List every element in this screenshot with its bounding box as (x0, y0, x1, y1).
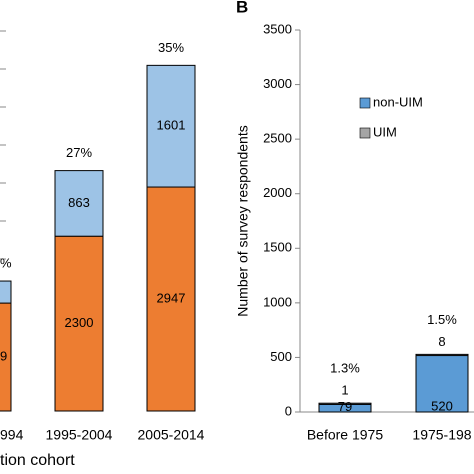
value-label: 2300 (65, 315, 94, 330)
x-tick-label: 994 (0, 427, 24, 443)
y-axis-title: Number of survey respondents (235, 125, 251, 316)
total-label: 35% (158, 40, 184, 55)
x-tick-label: 1975-198 (412, 427, 471, 443)
bar-segment (146, 64, 196, 188)
value-label: 79 (338, 399, 352, 414)
bar-segment (415, 354, 469, 413)
y-tick-label: 0 (285, 403, 292, 418)
value-label: 8 (438, 334, 445, 349)
value-label: 1 (341, 383, 348, 398)
legend-label: non-UIM (373, 94, 423, 109)
bar-segment (54, 235, 104, 412)
bar-segment (54, 170, 104, 237)
y-tick-label: 2500 (263, 131, 292, 146)
value-label: 520 (431, 398, 453, 413)
legend-label: UIM (373, 124, 397, 139)
value-label: 9 (0, 348, 7, 363)
panel-label: B (236, 0, 248, 16)
value-label: 863 (68, 195, 90, 210)
bar-segment (0, 302, 12, 412)
total-label: 1.3% (330, 361, 360, 376)
total-label: % (0, 255, 12, 270)
bar-segment (415, 353, 469, 357)
x-tick-label: Before 1975 (307, 427, 383, 443)
y-tick-label: 1000 (263, 294, 292, 309)
legend-swatch (359, 97, 371, 109)
legend-swatch (359, 127, 371, 139)
value-label: 1601 (157, 118, 186, 133)
x-axis-title: tion cohort (0, 452, 75, 469)
y-tick-label: 500 (270, 349, 292, 364)
y-tick-label: 1500 (263, 240, 292, 255)
x-tick-label: 1995-2004 (46, 427, 113, 443)
value-label: 2947 (157, 290, 186, 305)
bar-segment (0, 280, 12, 304)
total-label: 27% (66, 145, 92, 160)
bar-segment (146, 186, 196, 412)
y-tick-label: 3500 (263, 21, 292, 36)
total-label: 1.5% (427, 312, 457, 327)
bar-segment (318, 402, 372, 405)
x-tick-label: 2005-2014 (138, 427, 205, 443)
y-tick-label: 3000 (263, 76, 292, 91)
y-tick-label: 2000 (263, 185, 292, 200)
